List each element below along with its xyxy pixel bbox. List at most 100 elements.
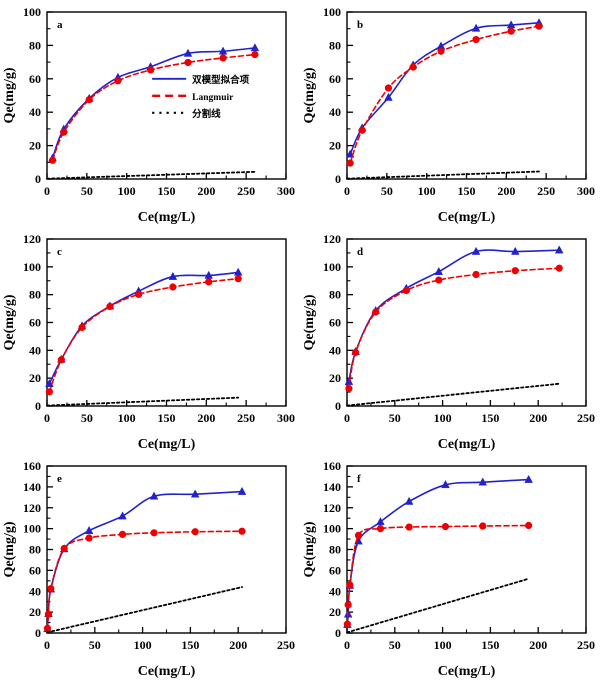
chart-panel-c: 0 50 100 150 200 250 300 0 20 40 60 80 100 120 c Ce(mg/… (0, 227, 300, 454)
series-line-dotted (46, 170, 256, 180)
data-point-circle (106, 302, 114, 311)
data-point-circle (525, 521, 533, 530)
plot-c: 0 50 100 150 200 250 300 0 20 40 60 80 100 120 c Ce(mg/… (2, 232, 295, 452)
data-point-triangle (118, 511, 127, 520)
chart-panel-b: 0 50 100 150 200 250 300 0 20 40 60 80 100 b Ce(mg/L) Q… (300, 0, 600, 227)
data-point-triangle (190, 489, 200, 498)
y-axis-title: Qe(mg/g) (302, 521, 317, 577)
x-tick-label: 0 (44, 184, 50, 198)
y-tick-label: 40 (329, 343, 341, 357)
data-point-circle (351, 348, 360, 357)
y-tick-label: 60 (329, 72, 341, 86)
x-tick-label: 250 (237, 411, 255, 425)
series-line-dashed (346, 524, 530, 625)
data-point-triangle (376, 517, 385, 526)
legend-label: 分割线 (192, 108, 221, 120)
series-line-dotted (346, 170, 540, 180)
y-tick-label: 100 (323, 5, 341, 19)
y-tick-label: 60 (329, 563, 341, 577)
y-tick-label: 20 (29, 605, 41, 619)
data-point-circle (85, 96, 93, 104)
x-tick-label: 300 (577, 184, 595, 198)
x-tick-label: 0 (44, 638, 50, 652)
data-point-circle (437, 47, 445, 55)
data-point-circle (47, 585, 55, 593)
x-tick-label: 200 (529, 638, 547, 652)
data-point-circle (114, 77, 122, 85)
plot-d: 0 50 100 150 200 250 0 20 40 60 80 100 120 d Ce(mg/L) Q… (302, 232, 595, 452)
data-point-circle (146, 66, 155, 74)
y-tick-label: 0 (335, 399, 341, 413)
x-tick-label: 0 (344, 638, 350, 652)
data-point-circle (441, 522, 450, 531)
chart-panel-d: 0 50 100 150 200 250 0 20 40 60 80 100 120 d Ce(mg/L) Q… (300, 227, 600, 454)
data-point-circle (376, 525, 385, 533)
x-axis-title: Ce(mg/L) (138, 210, 196, 225)
y-axis-title: Qe(mg/g) (302, 67, 317, 123)
data-point-triangle (384, 92, 393, 101)
plot-f: 0 50 100 150 200 250 0 20 40 60 80 100 120 140 160 f Ce(… (302, 459, 595, 679)
x-tick-label: 50 (389, 411, 401, 425)
y-tick-label: 80 (29, 38, 41, 52)
x-tick-label: 200 (229, 638, 247, 652)
x-tick-label: 150 (481, 638, 499, 652)
data-point-circle (43, 624, 52, 632)
series-line-solid (48, 271, 239, 385)
plot-frame (346, 238, 587, 407)
y-tick-label: 160 (23, 459, 41, 473)
x-tick-label: 100 (134, 638, 152, 652)
x-tick-label: 50 (389, 638, 401, 652)
x-axis-title: Ce(mg/L) (438, 664, 496, 679)
data-point-triangle (218, 46, 228, 55)
y-tick-label: 20 (329, 371, 341, 385)
data-point-circle (60, 128, 68, 136)
y-axis-title: Qe(mg/g) (2, 294, 17, 350)
data-point-triangle (510, 246, 520, 255)
y-tick-label: 20 (29, 139, 41, 153)
data-point-circle (555, 264, 563, 272)
y-axis-title: Qe(mg/g) (302, 294, 317, 350)
series-line-dotted (346, 382, 561, 407)
panel-label-d: d (357, 246, 363, 258)
x-tick-label: 300 (277, 411, 295, 425)
data-point-circle (219, 54, 227, 62)
y-tick-label: 80 (329, 543, 341, 557)
y-tick-label: 60 (29, 72, 41, 86)
data-point-triangle (478, 477, 488, 486)
data-point-triangle (524, 474, 533, 483)
x-axis-title: Ce(mg/L) (138, 664, 196, 679)
data-point-circle (169, 283, 177, 291)
panel-label-b: b (357, 19, 363, 31)
y-tick-label: 0 (335, 172, 341, 186)
x-tick-label: 300 (277, 184, 295, 198)
data-point-circle (344, 601, 352, 609)
chart-panel-e: 0 50 100 150 200 250 0 20 40 60 80 100 120 140 160 e Ce(… (0, 454, 300, 681)
x-tick-label: 200 (197, 411, 215, 425)
data-point-circle (118, 530, 127, 538)
data-point-circle (191, 528, 199, 536)
x-tick-label: 250 (277, 638, 295, 652)
y-tick-label: 40 (29, 105, 41, 119)
y-tick-label: 0 (35, 399, 41, 413)
series-line-dotted (346, 577, 530, 634)
data-point-circle (479, 522, 487, 530)
y-tick-label: 100 (23, 260, 41, 274)
data-point-circle (343, 620, 351, 628)
data-point-triangle (84, 525, 94, 534)
data-point-circle (409, 63, 417, 71)
plot-frame (46, 238, 287, 407)
x-tick-label: 150 (158, 411, 176, 425)
x-tick-label: 200 (197, 184, 215, 198)
data-point-circle (507, 27, 515, 35)
plot-frame (346, 465, 587, 634)
data-point-circle (238, 527, 246, 535)
data-point-circle (346, 159, 354, 167)
data-point-circle (150, 529, 158, 537)
y-tick-label: 80 (329, 288, 341, 302)
series-line-dotted (46, 586, 243, 634)
data-point-circle (472, 35, 480, 44)
data-point-circle (435, 276, 443, 284)
y-tick-label: 120 (23, 501, 41, 515)
series-line-dashed (46, 530, 243, 630)
